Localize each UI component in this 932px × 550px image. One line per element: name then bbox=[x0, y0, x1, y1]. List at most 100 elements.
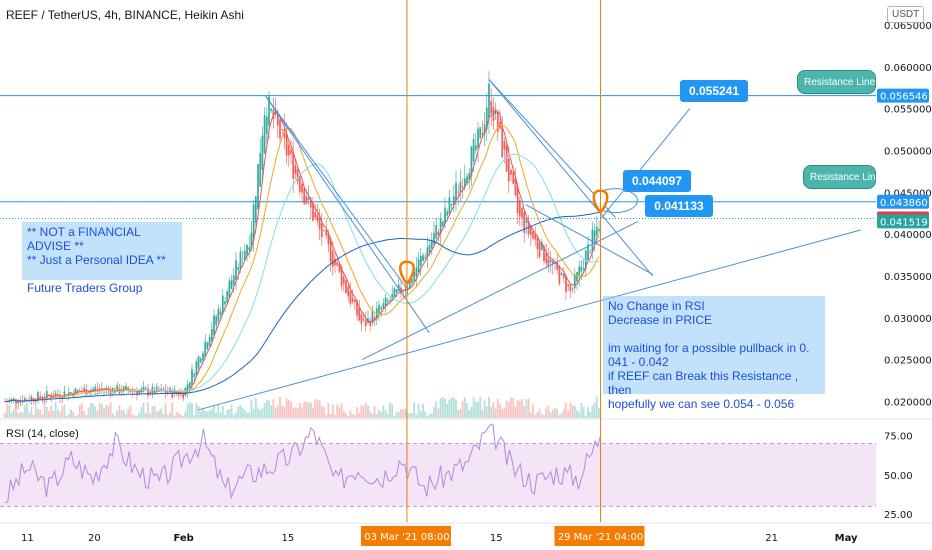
candle-body bbox=[587, 244, 589, 260]
volume-bar bbox=[325, 415, 328, 418]
volume-bar bbox=[562, 408, 565, 418]
candle-body bbox=[589, 251, 592, 253]
volume-bar bbox=[589, 412, 592, 418]
currency-button[interactable]: USDT bbox=[887, 6, 925, 23]
volume-bar bbox=[228, 409, 231, 418]
volume-bar bbox=[369, 411, 372, 418]
volume-bar bbox=[6, 403, 9, 418]
volume-bar bbox=[19, 412, 22, 418]
volume-bar bbox=[565, 402, 567, 418]
volume-bar bbox=[523, 406, 526, 418]
volume-bar bbox=[224, 415, 226, 418]
volume-bar bbox=[17, 413, 20, 418]
volume-bar bbox=[241, 407, 244, 418]
candle-body bbox=[518, 199, 521, 217]
volume-bar bbox=[37, 409, 39, 418]
candle-body bbox=[219, 311, 222, 315]
volume-bar bbox=[213, 405, 215, 418]
price-tick-label: 0.020000 bbox=[884, 397, 932, 408]
candle-body bbox=[494, 109, 497, 115]
volume-bar bbox=[474, 401, 477, 418]
volume-bar bbox=[301, 407, 303, 418]
volume-bar bbox=[380, 411, 383, 418]
volume-bar bbox=[404, 408, 407, 418]
trend-line bbox=[265, 95, 408, 289]
note-right-line bbox=[608, 327, 820, 341]
ma-long-line bbox=[4, 212, 600, 403]
volume-bar bbox=[114, 415, 116, 418]
candle-body bbox=[96, 388, 99, 390]
volume-bar bbox=[61, 406, 64, 418]
volume-bar bbox=[492, 402, 495, 418]
candle-body bbox=[309, 198, 312, 208]
candle-body bbox=[356, 300, 358, 316]
volume-bar bbox=[63, 404, 66, 418]
volume-bar bbox=[272, 399, 275, 418]
candle-body bbox=[327, 233, 330, 245]
candle-body bbox=[569, 285, 572, 291]
candle-body bbox=[287, 144, 290, 156]
candle-body bbox=[230, 280, 233, 289]
candle-body bbox=[202, 353, 204, 361]
volume-bar bbox=[296, 407, 299, 418]
candle-body bbox=[353, 299, 356, 302]
candle-body bbox=[147, 388, 149, 396]
volume-bar bbox=[100, 404, 103, 418]
candle-body bbox=[21, 401, 24, 403]
volume-bar bbox=[437, 408, 440, 418]
volume-bar bbox=[294, 407, 297, 418]
candle-body bbox=[296, 169, 299, 182]
candle-body bbox=[131, 390, 134, 392]
time-tick-label: Feb bbox=[173, 533, 193, 544]
note-right-line: im waiting for a possible pullback in 0. bbox=[608, 341, 810, 355]
volume-bar bbox=[70, 409, 72, 418]
volume-bar bbox=[525, 399, 528, 418]
volume-bar bbox=[158, 410, 160, 418]
volume-bar bbox=[567, 410, 570, 418]
candle-body bbox=[415, 267, 418, 277]
candle-body bbox=[490, 101, 493, 114]
candle-body bbox=[83, 387, 86, 392]
candle-body bbox=[263, 115, 266, 153]
candle-body bbox=[195, 361, 198, 376]
volume-bar bbox=[391, 404, 394, 418]
volume-bar bbox=[235, 412, 237, 418]
volume-bar bbox=[507, 402, 510, 418]
volume-bar bbox=[408, 413, 411, 418]
candle-body bbox=[426, 247, 429, 258]
volume-bar bbox=[287, 399, 290, 418]
volume-bar bbox=[125, 413, 127, 418]
candle-body bbox=[334, 258, 336, 266]
candle-body bbox=[164, 390, 167, 394]
candle-body bbox=[279, 119, 281, 139]
volume-bar bbox=[382, 405, 385, 418]
candle-body bbox=[160, 388, 163, 391]
volume-bar bbox=[560, 413, 563, 418]
volume-bar bbox=[87, 407, 90, 418]
candle-body bbox=[516, 186, 519, 213]
candle-body bbox=[395, 289, 398, 293]
candle-body bbox=[360, 314, 363, 325]
volume-bar bbox=[160, 408, 163, 418]
candle-body bbox=[444, 207, 446, 224]
volume-bar bbox=[131, 414, 134, 418]
candle-body bbox=[384, 297, 387, 306]
volume-bar bbox=[547, 405, 550, 418]
candle-body bbox=[70, 392, 72, 394]
volume-bar bbox=[202, 408, 204, 418]
volume-bar bbox=[314, 398, 317, 418]
volume-bar bbox=[204, 411, 207, 418]
volume-bar bbox=[351, 413, 354, 418]
date-highlight-label: 03 Mar '21 08:00 bbox=[364, 532, 449, 543]
candle-body bbox=[74, 388, 77, 395]
volume-bar bbox=[136, 415, 138, 418]
volume-bar bbox=[221, 405, 224, 418]
volume-bar bbox=[74, 415, 77, 418]
time-tick-label: May bbox=[835, 533, 858, 544]
candle-body bbox=[477, 128, 479, 148]
volume-bar bbox=[516, 400, 519, 418]
volume-bar bbox=[342, 411, 345, 418]
volume-bar bbox=[81, 402, 83, 418]
volume-bar bbox=[45, 407, 48, 418]
candle-body bbox=[144, 388, 147, 389]
